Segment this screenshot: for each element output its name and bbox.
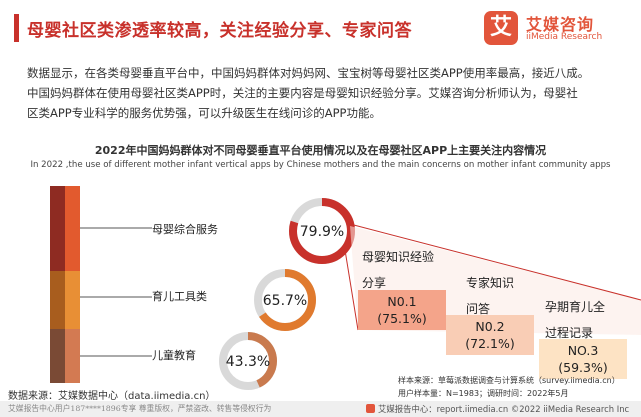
chart-subtitle: In 2022 ,the use of different mother inf… xyxy=(30,160,611,170)
footer-copyright-notice: 艾媒报告中心用户187****1896专享 尊重版权，严禁盗改、转售等侵权行为 xyxy=(8,404,272,413)
rank-box-1: N0.1 (75.1%) xyxy=(358,290,446,330)
concern-heading: 专家知识 问答 xyxy=(466,270,514,322)
concern-heading: 孕期育儿全 过程记录 xyxy=(545,294,605,346)
category-label: 儿童教育 xyxy=(152,349,196,362)
sample-source: 样本来源：草莓派数据调查与计算系统（survey.iimedia.cn） xyxy=(398,376,620,385)
ring-arc xyxy=(254,269,316,331)
rank-box-3: NO.3 (59.3%) xyxy=(539,339,627,379)
rank-number: NO.3 xyxy=(567,343,599,358)
rank-value: (72.1%) xyxy=(465,336,515,351)
summary-line: 区类APP专业科学的服务优势强，可以升级医生在线问诊的APP功能。 xyxy=(27,106,381,120)
category-label: 育儿工具类 xyxy=(152,290,207,303)
ring-value-label: 43.3% xyxy=(225,354,271,370)
concern-heading-line: 孕期育儿全 xyxy=(545,300,606,314)
rank-number: N0.2 xyxy=(475,319,505,334)
page-title: 母婴社区类渗透率较高，关注经验分享、专家问答 xyxy=(27,21,412,41)
band-shadow xyxy=(50,186,65,271)
sample-size: 用户样本量：N=1983；调研时间：2022年5月 xyxy=(398,389,569,398)
funnel-edge-line xyxy=(344,249,359,331)
data-source: 数据来源：艾媒数据中心（data.iimedia.cn） xyxy=(8,391,216,402)
ring-value-label: 65.7% xyxy=(262,293,308,309)
band-shadow xyxy=(50,329,65,383)
logo-text-cn: 艾媒咨询 xyxy=(526,15,595,34)
usage-bands xyxy=(50,186,152,383)
summary-line: 中国妈妈群体在使用母婴社区类APP时，关注的主要内容是母婴知识经验分享。艾媒咨询… xyxy=(27,86,578,100)
summary-text: 数据显示，在各类母婴垂直平台中，中国妈妈群体对妈妈网、宝宝树等母婴社区类APP使… xyxy=(27,63,623,123)
header-bar: 母婴社区类渗透率较高，关注经验分享、专家问答 艾 艾媒咨询 iiMedia Re… xyxy=(0,0,641,58)
iimedia-logo: 艾 艾媒咨询 iiMedia Research xyxy=(484,11,634,47)
title-accent-bar xyxy=(14,14,19,42)
summary-line: 数据显示，在各类母婴垂直平台中，中国妈妈群体对妈妈网、宝宝树等母婴社区类APP使… xyxy=(27,66,590,80)
rank-box-2: N0.2 (72.1%) xyxy=(446,315,534,355)
concern-heading-line: 专家知识 xyxy=(466,276,515,290)
logo-mark-icon: 艾 xyxy=(484,11,518,45)
concern-heading-line: 问答 xyxy=(466,302,491,316)
band-face xyxy=(65,186,80,271)
band-face xyxy=(65,329,80,383)
rank-value: (59.3%) xyxy=(558,360,608,375)
rank-number: N0.1 xyxy=(387,294,417,309)
rank-value: (75.1%) xyxy=(377,311,427,326)
ring-arc xyxy=(219,332,277,390)
concern-heading-line: 分享 xyxy=(362,276,387,290)
funnel-edge-line xyxy=(349,223,641,301)
concern-heading: 母婴知识经验 分享 xyxy=(362,244,434,296)
logo-text-en: iiMedia Research xyxy=(526,32,603,42)
category-label: 母婴综合服务 xyxy=(152,223,218,236)
band-shadow xyxy=(50,271,65,329)
footer-report-link[interactable]: 艾媒报告中心：report.iimedia.cn ©2022 iiMedia R… xyxy=(366,403,629,415)
footer-bar xyxy=(0,401,641,417)
concern-heading-line: 过程记录 xyxy=(545,326,594,340)
chart-title: 2022年中国妈妈群体对不同母婴垂直平台使用情况以及在母婴社区APP上主要关注内… xyxy=(94,144,547,157)
band-face xyxy=(65,271,80,329)
report-center-icon xyxy=(366,404,375,413)
ring-value-label: 79.9% xyxy=(299,224,345,240)
concern-heading-line: 母婴知识经验 xyxy=(362,250,435,264)
footer-report-text: 艾媒报告中心：report.iimedia.cn ©2022 iiMedia R… xyxy=(378,404,630,414)
